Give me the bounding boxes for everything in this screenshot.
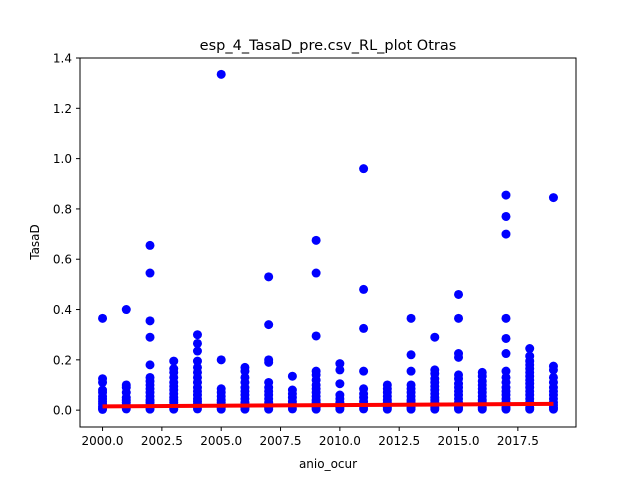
y-tick-label: 0.4 [53, 303, 72, 317]
data-point [525, 404, 535, 414]
y-tick-label: 0.0 [53, 404, 72, 418]
y-tick-label: 1.2 [53, 102, 72, 116]
x-tick-label: 2000.0 [82, 434, 124, 448]
data-point [501, 349, 511, 359]
data-point [454, 352, 464, 362]
regression-line-layer [102, 401, 554, 409]
data-point [525, 344, 535, 354]
y-tick-label: 0.6 [53, 253, 72, 267]
x-tick-label: 2005.0 [200, 434, 242, 448]
data-point [406, 366, 416, 376]
data-point [501, 313, 511, 323]
data-point [430, 404, 440, 414]
data-point [192, 346, 202, 356]
data-point [311, 235, 321, 245]
plot-area [80, 58, 576, 427]
data-point [240, 366, 250, 376]
data-point [335, 365, 345, 375]
data-point [145, 332, 155, 342]
data-point [359, 366, 369, 376]
data-point [264, 357, 274, 367]
x-axis-label: anio_ocur [299, 457, 357, 471]
data-point [382, 404, 392, 414]
data-point [501, 211, 511, 221]
regression-line [102, 401, 554, 409]
data-point [501, 229, 511, 239]
data-point [145, 316, 155, 326]
data-point [216, 355, 226, 365]
x-tick-label: 2012.5 [378, 434, 420, 448]
data-point [477, 404, 487, 414]
y-tick-label: 0.8 [53, 202, 72, 216]
y-axis-label: TasaD [28, 224, 42, 261]
data-point [192, 330, 202, 340]
data-point [454, 404, 464, 414]
data-point [548, 404, 558, 414]
data-point [216, 69, 226, 79]
chart-title: esp_4_TasaD_pre.csv_RL_plot Otras [200, 38, 457, 54]
data-point [548, 193, 558, 203]
y-ticks: 0.0 0.2 0.4 0.6 0.8 1.0 1.2 1.4 [53, 52, 80, 418]
data-point [359, 164, 369, 174]
x-tick-label: 2015.0 [438, 434, 480, 448]
y-tick-label: 1.4 [53, 52, 72, 66]
x-tick-label: 2017.5 [497, 434, 539, 448]
data-point [501, 404, 511, 414]
x-tick-label: 2010.0 [319, 434, 361, 448]
data-point [406, 404, 416, 414]
data-point [98, 313, 108, 323]
x-tick-label: 2007.5 [260, 434, 302, 448]
data-point [406, 313, 416, 323]
data-point [192, 356, 202, 366]
data-point [454, 289, 464, 299]
data-point [359, 323, 369, 333]
y-tick-label: 1.0 [53, 152, 72, 166]
data-point [430, 332, 440, 342]
data-point [311, 331, 321, 341]
data-point [121, 305, 131, 315]
data-point [169, 356, 179, 366]
data-point [359, 284, 369, 294]
y-tick-label: 0.2 [53, 353, 72, 367]
data-point [145, 268, 155, 278]
data-point [145, 240, 155, 250]
data-point [98, 377, 108, 387]
data-point [145, 360, 155, 370]
x-ticks: 2000.0 2002.5 2005.0 2007.5 2010.0 2012.5 2015… [82, 427, 539, 448]
data-point [287, 371, 297, 381]
data-point [501, 190, 511, 200]
data-point [548, 365, 558, 375]
data-point [406, 350, 416, 360]
data-point [264, 272, 274, 282]
data-point [192, 338, 202, 348]
data-point [501, 333, 511, 343]
plot-frame [79, 57, 577, 428]
data-point [454, 313, 464, 323]
data-point [311, 268, 321, 278]
data-point [501, 366, 511, 376]
data-point [264, 320, 274, 330]
data-point [335, 379, 345, 389]
data-point [335, 359, 345, 369]
x-tick-label: 2002.5 [141, 434, 183, 448]
